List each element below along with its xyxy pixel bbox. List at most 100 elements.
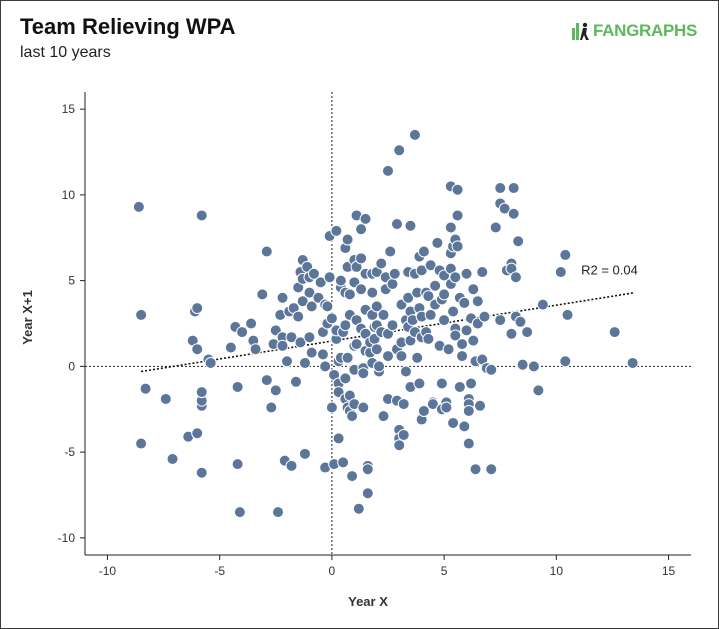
data-point	[460, 324, 473, 337]
data-point	[294, 336, 307, 349]
trendline	[140, 291, 636, 373]
data-point	[438, 314, 451, 327]
data-point	[256, 288, 269, 301]
y-tick-label: 10	[62, 188, 76, 202]
data-point	[444, 221, 457, 234]
data-point	[323, 271, 336, 284]
x-tick-label: 0	[329, 564, 336, 578]
data-point	[339, 319, 352, 332]
data-point	[373, 360, 386, 373]
data-point	[462, 404, 475, 417]
data-point	[303, 286, 316, 299]
data-point	[339, 372, 352, 385]
data-point	[424, 308, 437, 321]
data-point	[388, 267, 401, 280]
data-point	[489, 221, 502, 234]
data-point	[249, 343, 262, 356]
r2-annotation: R2 = 0.04	[581, 263, 638, 278]
data-point	[316, 348, 329, 361]
data-point	[135, 437, 148, 450]
data-point	[305, 346, 318, 359]
data-point	[298, 447, 311, 460]
data-point	[370, 343, 383, 356]
data-point	[505, 327, 518, 340]
data-point	[298, 356, 311, 369]
data-point	[357, 401, 370, 414]
data-point	[451, 209, 464, 222]
data-point	[438, 288, 451, 301]
data-point	[460, 267, 473, 280]
data-point	[195, 466, 208, 479]
data-point	[233, 506, 246, 519]
data-point	[159, 392, 172, 405]
data-point	[449, 271, 462, 284]
data-point	[608, 326, 621, 339]
data-point	[474, 399, 487, 412]
data-point	[559, 248, 572, 261]
data-point	[289, 375, 302, 388]
data-point	[462, 437, 475, 450]
data-point	[292, 310, 305, 323]
data-point	[494, 182, 507, 195]
data-point	[357, 367, 370, 380]
data-point	[231, 380, 244, 393]
data-point	[478, 310, 491, 323]
data-point	[195, 386, 208, 399]
data-point	[404, 219, 417, 232]
chart-axes	[80, 92, 691, 560]
data-point	[355, 223, 368, 236]
data-point	[413, 377, 426, 390]
data-point	[265, 401, 278, 414]
data-point	[397, 428, 410, 441]
data-point	[359, 212, 372, 225]
data-point	[269, 384, 282, 397]
data-point	[424, 259, 437, 272]
data-point	[509, 271, 522, 284]
data-point	[397, 398, 410, 411]
data-point	[507, 207, 520, 220]
data-point	[272, 506, 285, 519]
data-point	[498, 202, 511, 215]
y-tick-label: 0	[68, 359, 75, 373]
data-point	[375, 257, 388, 270]
data-point	[366, 286, 379, 299]
data-point	[260, 245, 273, 258]
data-point	[422, 332, 435, 345]
data-point	[245, 317, 258, 330]
points-layer	[132, 128, 639, 519]
data-point	[386, 278, 399, 291]
y-tick-label: 15	[62, 102, 76, 116]
data-point	[386, 319, 399, 332]
data-point	[382, 350, 394, 363]
data-point	[435, 377, 448, 390]
data-point	[377, 308, 390, 321]
data-point	[536, 298, 549, 311]
data-point	[319, 360, 332, 373]
data-point	[532, 384, 545, 397]
data-point	[449, 329, 462, 342]
data-point	[393, 144, 406, 157]
y-tick-label: -10	[58, 531, 76, 545]
data-point	[285, 331, 298, 344]
data-point	[507, 182, 520, 195]
data-point	[384, 245, 397, 258]
data-point	[521, 326, 534, 339]
data-point	[305, 300, 318, 313]
data-point	[422, 290, 435, 303]
data-point	[296, 295, 309, 308]
data-point	[285, 459, 298, 472]
data-point	[451, 240, 464, 253]
data-point	[447, 305, 460, 318]
y-tick-label: -5	[64, 445, 75, 459]
data-point	[231, 458, 244, 471]
x-tick-label: 15	[662, 564, 676, 578]
data-point	[191, 302, 204, 315]
data-point	[132, 200, 145, 213]
data-point	[554, 266, 567, 279]
data-point	[395, 350, 408, 363]
data-point	[408, 128, 421, 141]
data-point	[355, 283, 368, 296]
data-point	[451, 183, 464, 196]
data-point	[390, 218, 403, 231]
